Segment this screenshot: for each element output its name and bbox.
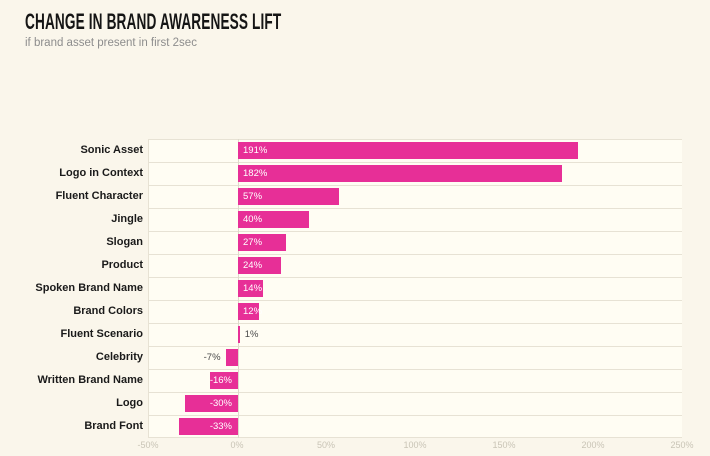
chart-row bbox=[149, 277, 682, 300]
bar-chart-plot-area: 191% 182% 57% 40% 27% 24% 14% 12% 1% -7% -16% -30% -… bbox=[148, 139, 682, 438]
bar-slogan bbox=[238, 234, 287, 251]
category-label-product: Product bbox=[101, 259, 143, 271]
chart-row bbox=[149, 208, 682, 231]
category-label-celebrity: Celebrity bbox=[95, 351, 143, 363]
category-label-sonic-asset: Sonic Asset bbox=[80, 144, 143, 156]
chart-row bbox=[149, 139, 682, 162]
value-label: -16% bbox=[209, 375, 232, 386]
bar-brand-font bbox=[179, 418, 238, 435]
x-tick-150pct: 150% bbox=[492, 440, 516, 450]
category-label-slogan: Slogan bbox=[106, 236, 143, 248]
chart-row bbox=[149, 346, 682, 369]
bar-celebrity bbox=[225, 349, 238, 366]
chart-row bbox=[149, 415, 682, 438]
chart-row bbox=[149, 162, 682, 185]
chart-row bbox=[149, 323, 682, 346]
value-label: 40% bbox=[243, 214, 263, 225]
x-tick-250pct: 250% bbox=[670, 440, 694, 450]
bar-fluent-character bbox=[238, 188, 340, 205]
x-tick-200pct: 200% bbox=[581, 440, 605, 450]
x-tick-0pct: 0% bbox=[230, 440, 244, 450]
value-label: 1% bbox=[244, 329, 259, 340]
bar-sonic-asset bbox=[238, 142, 578, 159]
category-label-logo-in-context: Logo in Context bbox=[59, 167, 143, 179]
value-label: 14% bbox=[243, 283, 263, 294]
bar-jingle bbox=[238, 211, 310, 228]
value-label: 182% bbox=[243, 168, 268, 179]
category-label-fluent-scenario: Fluent Scenario bbox=[60, 328, 143, 340]
category-label-fluent-character: Fluent Character bbox=[55, 190, 143, 202]
chart-subtitle: if brand asset present in first 2sec bbox=[25, 37, 197, 49]
chart-row bbox=[149, 392, 682, 415]
bar-brand-colors bbox=[238, 303, 260, 320]
category-label-written-brand-name: Written Brand Name bbox=[37, 374, 143, 386]
chart-bottom-line bbox=[149, 437, 682, 438]
chart-row bbox=[149, 231, 682, 254]
category-label-brand-font: Brand Font bbox=[84, 420, 143, 432]
value-label: -30% bbox=[209, 398, 232, 409]
category-label-spoken-brand-name: Spoken Brand Name bbox=[35, 282, 143, 294]
bar-fluent-scenario bbox=[238, 326, 240, 343]
bar-logo bbox=[184, 395, 238, 412]
chart-row bbox=[149, 369, 682, 392]
category-label-logo: Logo bbox=[116, 397, 143, 409]
value-label: -7% bbox=[203, 352, 221, 363]
x-tick--50pct: -50% bbox=[137, 440, 159, 450]
value-label: 27% bbox=[243, 237, 263, 248]
value-label: 57% bbox=[243, 191, 263, 202]
bar-spoken-brand-name bbox=[238, 280, 263, 297]
value-label: 191% bbox=[243, 145, 268, 156]
value-label: 24% bbox=[243, 260, 263, 271]
category-label-jingle: Jingle bbox=[111, 213, 143, 225]
bar-written-brand-name bbox=[209, 372, 238, 389]
chart-row bbox=[149, 254, 682, 277]
chart-title: CHANGE IN BRAND AWARENESS LIFT bbox=[25, 9, 282, 34]
bar-logo-in-context bbox=[238, 165, 562, 182]
chart-row bbox=[149, 185, 682, 208]
value-label: -33% bbox=[209, 421, 232, 432]
x-tick-50pct: 50% bbox=[316, 440, 336, 450]
category-label-brand-colors: Brand Colors bbox=[73, 305, 143, 317]
x-tick-100pct: 100% bbox=[403, 440, 427, 450]
chart-row bbox=[149, 300, 682, 323]
bar-product bbox=[238, 257, 281, 274]
value-label: 12% bbox=[243, 306, 263, 317]
